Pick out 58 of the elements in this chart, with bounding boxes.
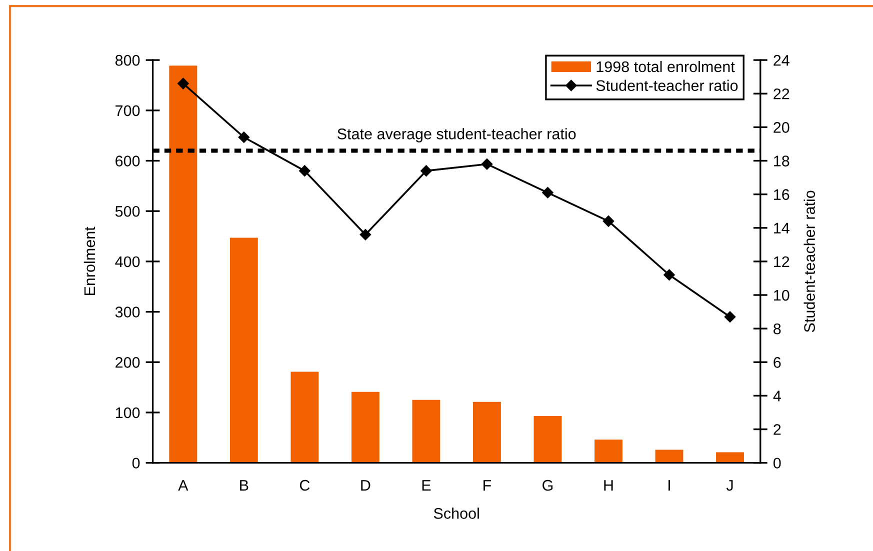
x-tick-label: G [542, 480, 553, 491]
bar [169, 66, 198, 463]
point [664, 269, 675, 280]
y2-tick-label: 4 [773, 390, 781, 402]
y2-tick-label: 2 [774, 424, 781, 435]
y2-tick-label: 6 [774, 357, 781, 368]
point [360, 228, 372, 240]
x-tick-label: A [178, 480, 188, 491]
y2-tick-label: 12 [774, 256, 790, 267]
point [178, 78, 189, 90]
y2-tick-label: 0 [773, 458, 781, 469]
y-tick-label: 600 [116, 156, 140, 166]
y2-tick-label: 20 [774, 122, 790, 133]
y2-tick-label: 18 [774, 156, 790, 166]
bar [716, 452, 744, 463]
bar [655, 450, 684, 463]
y-tick-label: 800 [115, 54, 140, 66]
point [299, 165, 310, 176]
y-tick-label: 400 [115, 256, 140, 268]
y-tick-label: 700 [116, 105, 140, 116]
y2-tick-label: 14 [774, 222, 790, 234]
ref-line-label: State average student-teacher ratio [338, 128, 576, 142]
y-tick-label: 200 [116, 357, 140, 368]
legend-label: Student-teacher ratio [596, 80, 738, 92]
point [420, 165, 432, 176]
bar [534, 416, 562, 463]
y2-tick-label: 10 [774, 290, 790, 301]
y2-tick-label: 16 [774, 189, 790, 200]
y-tick-label: 500 [115, 206, 140, 217]
y-tick-label: 100 [116, 407, 140, 418]
bar [351, 392, 380, 463]
bar [290, 372, 319, 463]
x-tick-label: H [604, 480, 613, 491]
point [542, 187, 554, 198]
point [238, 132, 250, 143]
y-tick-label: 300 [115, 306, 140, 318]
point [602, 216, 614, 227]
legend-label: 1998 total enrolment [596, 60, 735, 72]
x-tick-label: C [300, 480, 310, 491]
y2-axis-title: Student-teacher ratio [804, 190, 815, 332]
y-tick-label: 0 [132, 458, 140, 469]
bar [472, 402, 501, 463]
x-tick-label: J [726, 480, 733, 491]
y2-tick-label: 22 [774, 88, 790, 100]
x-tick-label: D [361, 480, 370, 491]
x-tick-label: I [668, 480, 670, 491]
y2-tick-label: 8 [774, 323, 781, 334]
bar [412, 400, 440, 463]
point [481, 158, 493, 170]
x-tick-label: F [484, 480, 492, 491]
bar [230, 238, 258, 463]
x-tick-label: E [422, 480, 431, 491]
y2-tick-label: 24 [774, 54, 790, 66]
x-axis-title: School [434, 508, 479, 519]
point [724, 311, 736, 322]
bar [594, 440, 622, 463]
x-tick-label: B [240, 480, 248, 491]
y-axis-title: Enrolment [84, 226, 96, 296]
